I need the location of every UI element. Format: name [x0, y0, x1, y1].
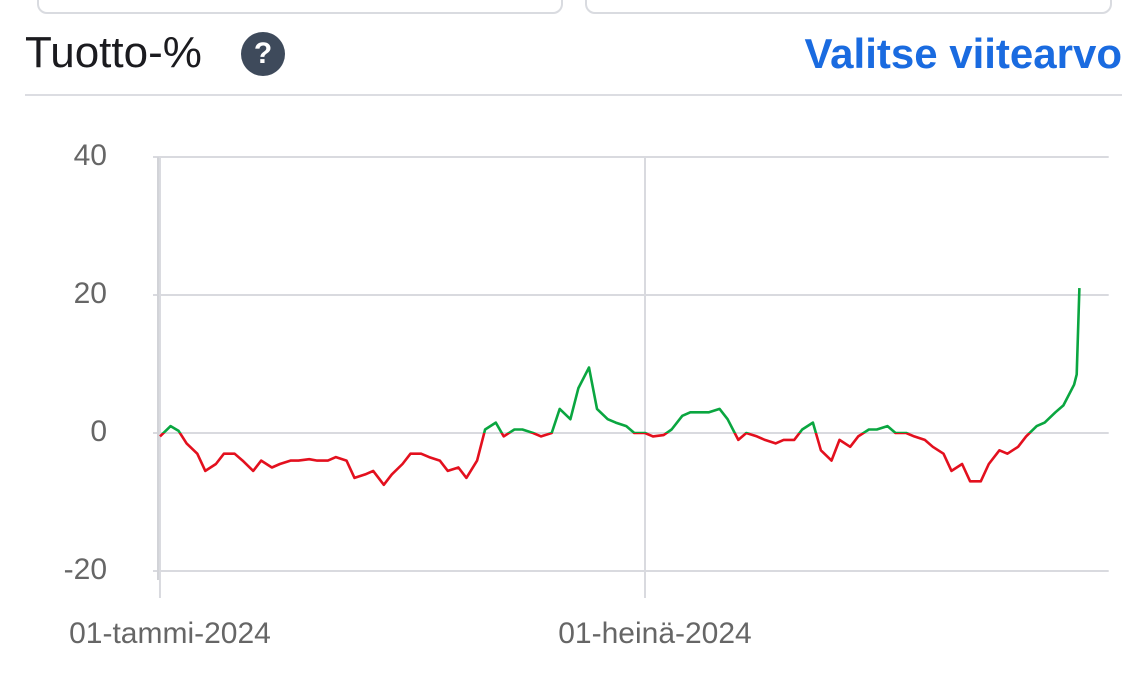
section-title: Tuotto-%	[25, 28, 202, 77]
separator	[25, 94, 1122, 96]
y-tick-label: 40	[74, 139, 107, 172]
help-icon[interactable]: ?	[241, 32, 285, 76]
return-line	[161, 288, 1081, 433]
y-tick-label: 20	[74, 277, 107, 310]
x-tick-label: 01-tammi-2024	[69, 617, 271, 650]
card[interactable]	[37, 0, 563, 14]
x-tick-label: 01-heinä-2024	[558, 617, 752, 650]
y-tick-label: -20	[64, 553, 107, 586]
y-tick-label: 0	[90, 415, 107, 448]
return-line	[159, 433, 1032, 487]
benchmark-link[interactable]: Valitse viitearvo	[804, 30, 1122, 77]
card[interactable]	[585, 0, 1112, 14]
